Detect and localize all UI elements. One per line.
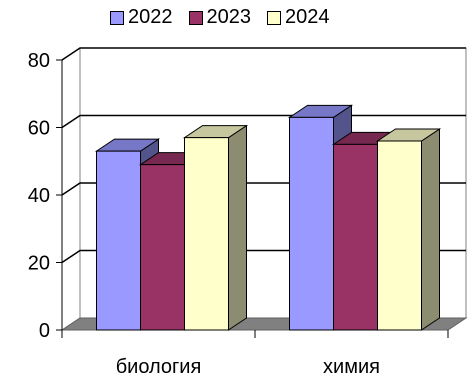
bar-front	[96, 150, 141, 331]
y-tick-label: 40	[28, 185, 50, 207]
bar-side	[228, 124, 247, 331]
x-tick-label: химия	[323, 356, 380, 378]
bar-2024-0	[182, 124, 249, 331]
legend-label: 2022	[128, 6, 173, 28]
gridline	[61, 47, 466, 61]
legend-item-2022: 2022	[110, 6, 173, 29]
label-layer: 0 20 40 60 80 биология химия	[28, 50, 380, 378]
legend-swatch	[267, 10, 281, 25]
legend-swatch	[188, 10, 203, 25]
chart-legend: 2022 2023 2024	[110, 6, 330, 29]
y-tick-label: 80	[28, 50, 50, 72]
legend-swatch	[110, 10, 124, 25]
y-tick-label: 20	[28, 253, 50, 275]
y-tick-label: 60	[28, 118, 50, 140]
legend-label: 2023	[206, 6, 252, 28]
y-tick-label: 0	[39, 320, 50, 342]
bar-side	[421, 128, 440, 331]
bar-2024-1	[375, 128, 442, 331]
legend-label: 2024	[285, 6, 330, 28]
bar-front	[184, 137, 229, 331]
bar-front	[140, 164, 185, 331]
bar-layer	[94, 104, 442, 331]
axis-layer	[56, 59, 449, 338]
legend-item-2023: 2023	[188, 6, 252, 29]
legend-item-2024: 2024	[267, 6, 330, 29]
bar-front	[289, 116, 334, 331]
x-tick-label: биология	[116, 356, 202, 378]
bar-front	[333, 143, 378, 331]
bar-front	[377, 140, 422, 331]
